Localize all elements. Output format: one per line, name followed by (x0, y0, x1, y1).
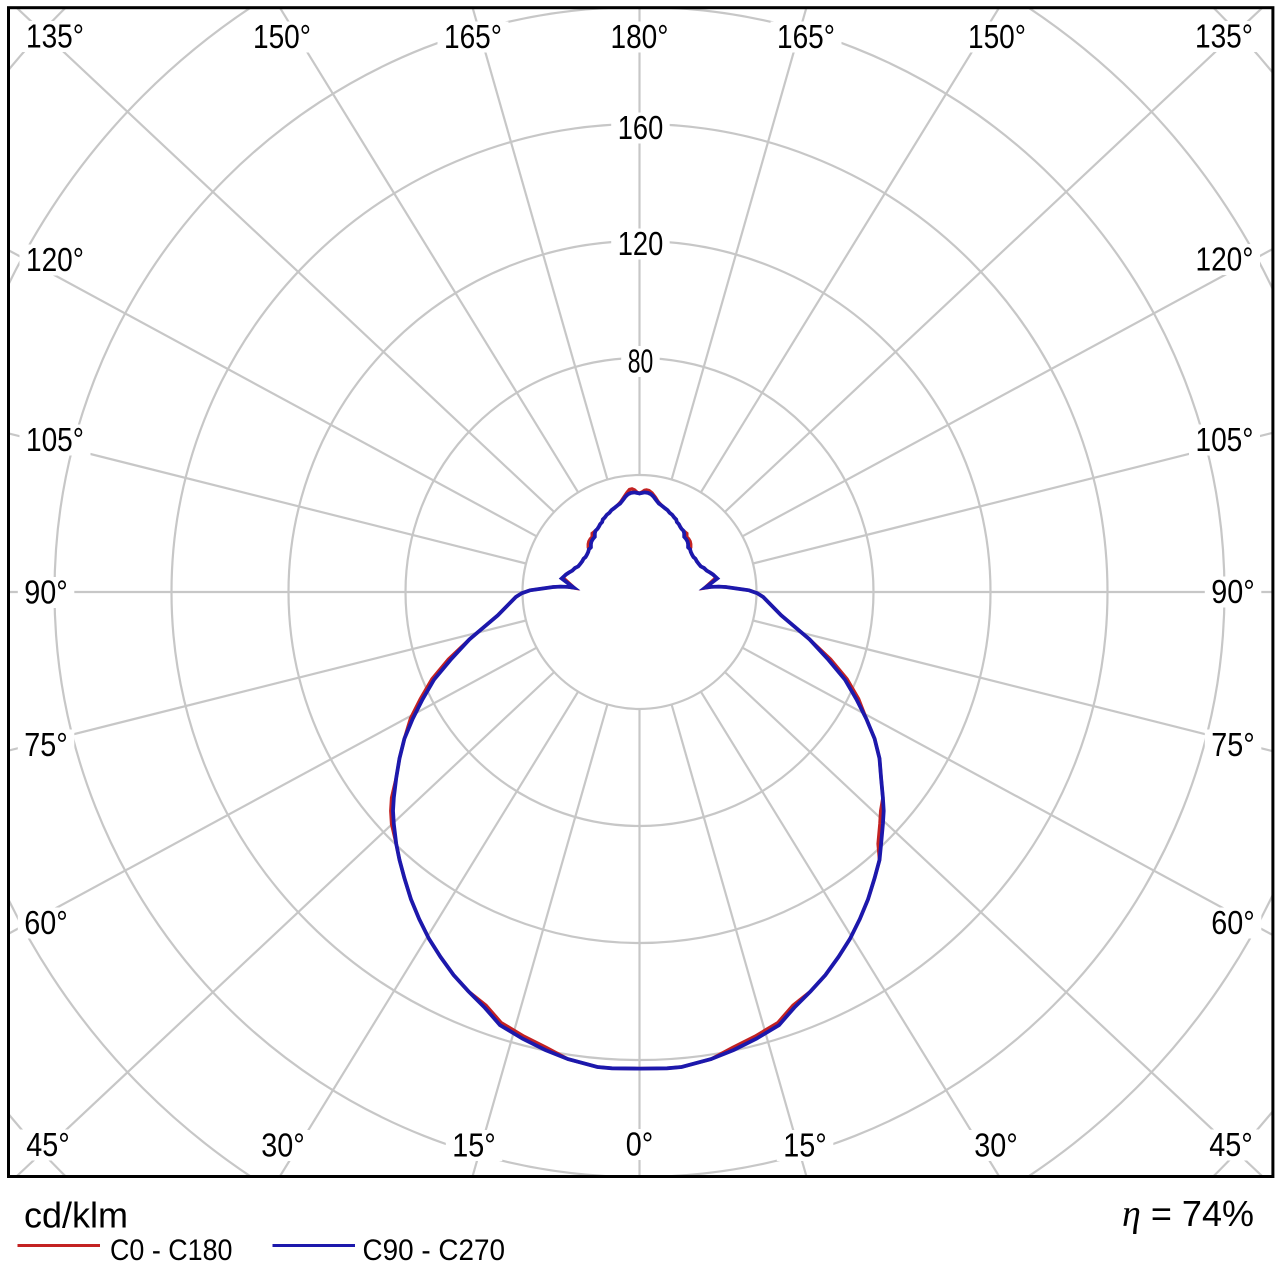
svg-text:120: 120 (618, 225, 664, 262)
svg-text:160: 160 (618, 109, 664, 146)
svg-text:150°: 150° (253, 18, 311, 55)
svg-text:75°: 75° (1211, 726, 1255, 763)
svg-text:45°: 45° (1209, 1126, 1253, 1163)
svg-text:45°: 45° (26, 1126, 70, 1163)
svg-text:120°: 120° (1196, 241, 1254, 278)
svg-text:165°: 165° (777, 18, 835, 55)
svg-text:135°: 135° (1195, 18, 1253, 55)
svg-text:80: 80 (628, 343, 654, 380)
svg-text:η = 74%: η = 74% (1122, 1193, 1254, 1235)
svg-text:C0 - C180: C0 - C180 (110, 1234, 233, 1267)
svg-text:C90 - C270: C90 - C270 (363, 1234, 506, 1267)
svg-text:60°: 60° (1211, 904, 1255, 941)
svg-text:60°: 60° (24, 904, 68, 941)
svg-text:120°: 120° (26, 241, 84, 278)
svg-text:0°: 0° (626, 1126, 654, 1163)
svg-text:150°: 150° (968, 18, 1026, 55)
svg-text:30°: 30° (974, 1127, 1018, 1164)
svg-text:30°: 30° (261, 1127, 305, 1164)
svg-text:135°: 135° (26, 18, 84, 55)
svg-text:90°: 90° (24, 574, 68, 611)
svg-text:90°: 90° (1211, 573, 1255, 610)
svg-text:105°: 105° (1196, 421, 1254, 458)
svg-text:105°: 105° (26, 421, 84, 458)
svg-text:15°: 15° (452, 1127, 496, 1164)
svg-text:165°: 165° (444, 18, 502, 55)
svg-text:75°: 75° (24, 726, 68, 763)
svg-text:15°: 15° (783, 1127, 827, 1164)
svg-text:cd/klm: cd/klm (24, 1195, 128, 1236)
svg-text:180°: 180° (611, 18, 669, 55)
